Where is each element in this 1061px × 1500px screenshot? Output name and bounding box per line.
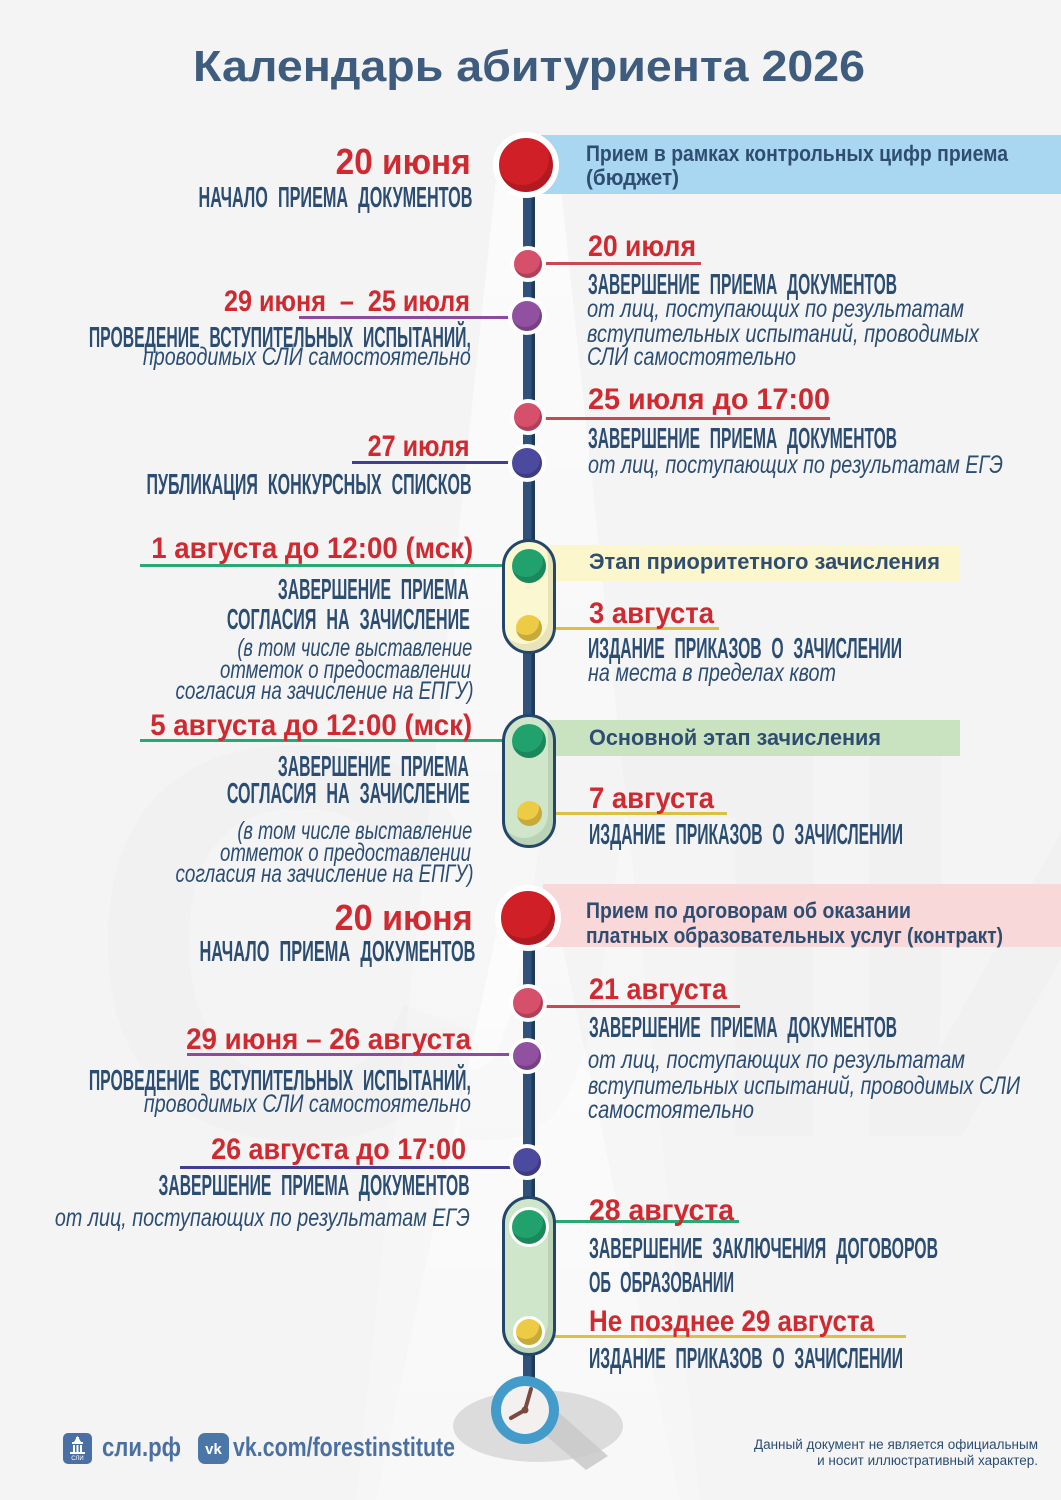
svg-text:vk: vk (205, 1441, 222, 1458)
svg-text:СЛИ: СЛИ (71, 1456, 83, 1462)
